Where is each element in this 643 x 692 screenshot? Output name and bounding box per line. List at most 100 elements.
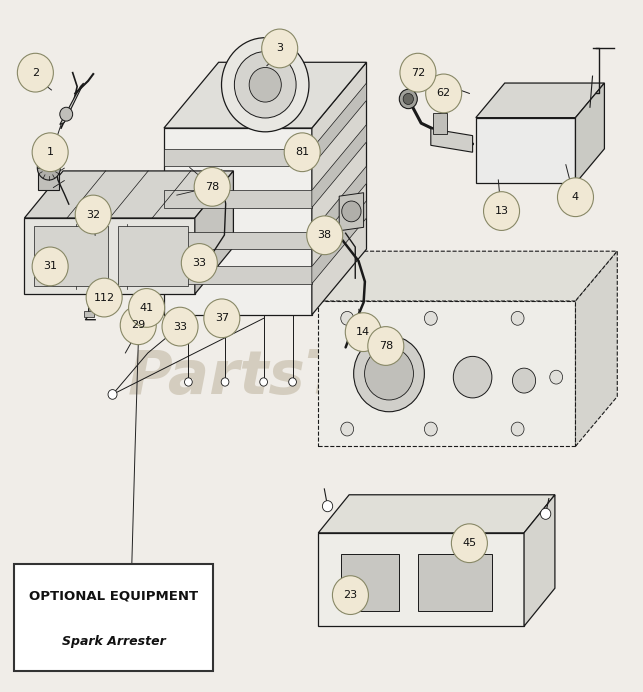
Polygon shape <box>164 128 312 315</box>
Polygon shape <box>575 83 604 183</box>
Polygon shape <box>431 129 473 152</box>
Circle shape <box>347 331 358 343</box>
Circle shape <box>332 576 368 614</box>
Polygon shape <box>340 192 364 230</box>
Circle shape <box>484 192 520 230</box>
Polygon shape <box>318 533 524 626</box>
Circle shape <box>204 299 240 338</box>
Circle shape <box>400 53 436 92</box>
Text: 72: 72 <box>411 68 425 78</box>
Polygon shape <box>164 62 367 128</box>
Circle shape <box>194 167 230 206</box>
Polygon shape <box>312 62 367 315</box>
Text: 23: 23 <box>343 590 358 600</box>
Circle shape <box>86 278 122 317</box>
Polygon shape <box>575 251 617 446</box>
Circle shape <box>185 378 192 386</box>
Circle shape <box>541 508 551 519</box>
Circle shape <box>262 29 298 68</box>
Polygon shape <box>164 149 312 166</box>
Polygon shape <box>318 251 617 301</box>
Circle shape <box>451 524 487 563</box>
Text: 78: 78 <box>379 341 393 351</box>
Text: 62: 62 <box>437 89 451 98</box>
Circle shape <box>108 390 117 399</box>
Polygon shape <box>24 171 233 218</box>
Text: 14: 14 <box>356 327 370 337</box>
Circle shape <box>181 244 217 282</box>
Text: 31: 31 <box>43 262 57 271</box>
Circle shape <box>32 133 68 172</box>
Polygon shape <box>476 83 604 118</box>
Polygon shape <box>38 170 59 190</box>
Polygon shape <box>24 218 195 294</box>
Circle shape <box>120 306 156 345</box>
Circle shape <box>421 57 428 65</box>
Circle shape <box>453 356 492 398</box>
Polygon shape <box>418 554 492 611</box>
Circle shape <box>511 422 524 436</box>
Circle shape <box>129 289 165 327</box>
Polygon shape <box>312 125 367 208</box>
Text: 33: 33 <box>192 258 206 268</box>
Circle shape <box>75 195 111 234</box>
Circle shape <box>221 37 309 132</box>
Text: 38: 38 <box>318 230 332 240</box>
Circle shape <box>345 313 381 352</box>
Polygon shape <box>164 190 312 208</box>
Circle shape <box>424 422 437 436</box>
Circle shape <box>17 53 53 92</box>
Polygon shape <box>195 171 233 294</box>
Polygon shape <box>341 554 399 611</box>
Circle shape <box>399 89 417 109</box>
Polygon shape <box>164 232 312 249</box>
Text: PartsTree™: PartsTree™ <box>128 347 515 407</box>
Circle shape <box>403 93 413 104</box>
Circle shape <box>511 311 524 325</box>
Text: 37: 37 <box>215 313 229 323</box>
Polygon shape <box>433 113 447 134</box>
Circle shape <box>322 501 332 512</box>
Circle shape <box>424 311 437 325</box>
Text: 13: 13 <box>494 206 509 216</box>
Circle shape <box>37 155 60 180</box>
Text: 78: 78 <box>205 182 219 192</box>
Polygon shape <box>318 301 575 446</box>
Circle shape <box>234 52 296 118</box>
Text: 29: 29 <box>131 320 145 330</box>
Polygon shape <box>312 166 367 249</box>
Circle shape <box>221 378 229 386</box>
Circle shape <box>341 422 354 436</box>
FancyBboxPatch shape <box>14 564 213 671</box>
Polygon shape <box>118 226 188 286</box>
Polygon shape <box>318 495 555 533</box>
Text: 41: 41 <box>140 303 154 313</box>
Text: 32: 32 <box>86 210 100 219</box>
Polygon shape <box>164 266 312 284</box>
Text: 112: 112 <box>94 293 114 302</box>
Circle shape <box>365 347 413 400</box>
Polygon shape <box>60 83 84 125</box>
Circle shape <box>354 336 424 412</box>
Circle shape <box>557 178 593 217</box>
Circle shape <box>368 327 404 365</box>
Circle shape <box>32 247 68 286</box>
Text: Spark Arrester: Spark Arrester <box>62 635 166 648</box>
Circle shape <box>284 133 320 172</box>
Circle shape <box>260 378 267 386</box>
Circle shape <box>512 368 536 393</box>
Circle shape <box>341 311 354 325</box>
Circle shape <box>307 216 343 255</box>
Circle shape <box>289 378 296 386</box>
Text: 4: 4 <box>572 192 579 202</box>
Circle shape <box>426 74 462 113</box>
Polygon shape <box>34 226 108 286</box>
Text: 81: 81 <box>295 147 309 157</box>
Polygon shape <box>84 311 94 317</box>
Text: 33: 33 <box>173 322 187 331</box>
Polygon shape <box>524 495 555 626</box>
Circle shape <box>550 370 563 384</box>
Polygon shape <box>312 201 367 284</box>
Circle shape <box>60 107 73 121</box>
Text: 1: 1 <box>47 147 53 157</box>
